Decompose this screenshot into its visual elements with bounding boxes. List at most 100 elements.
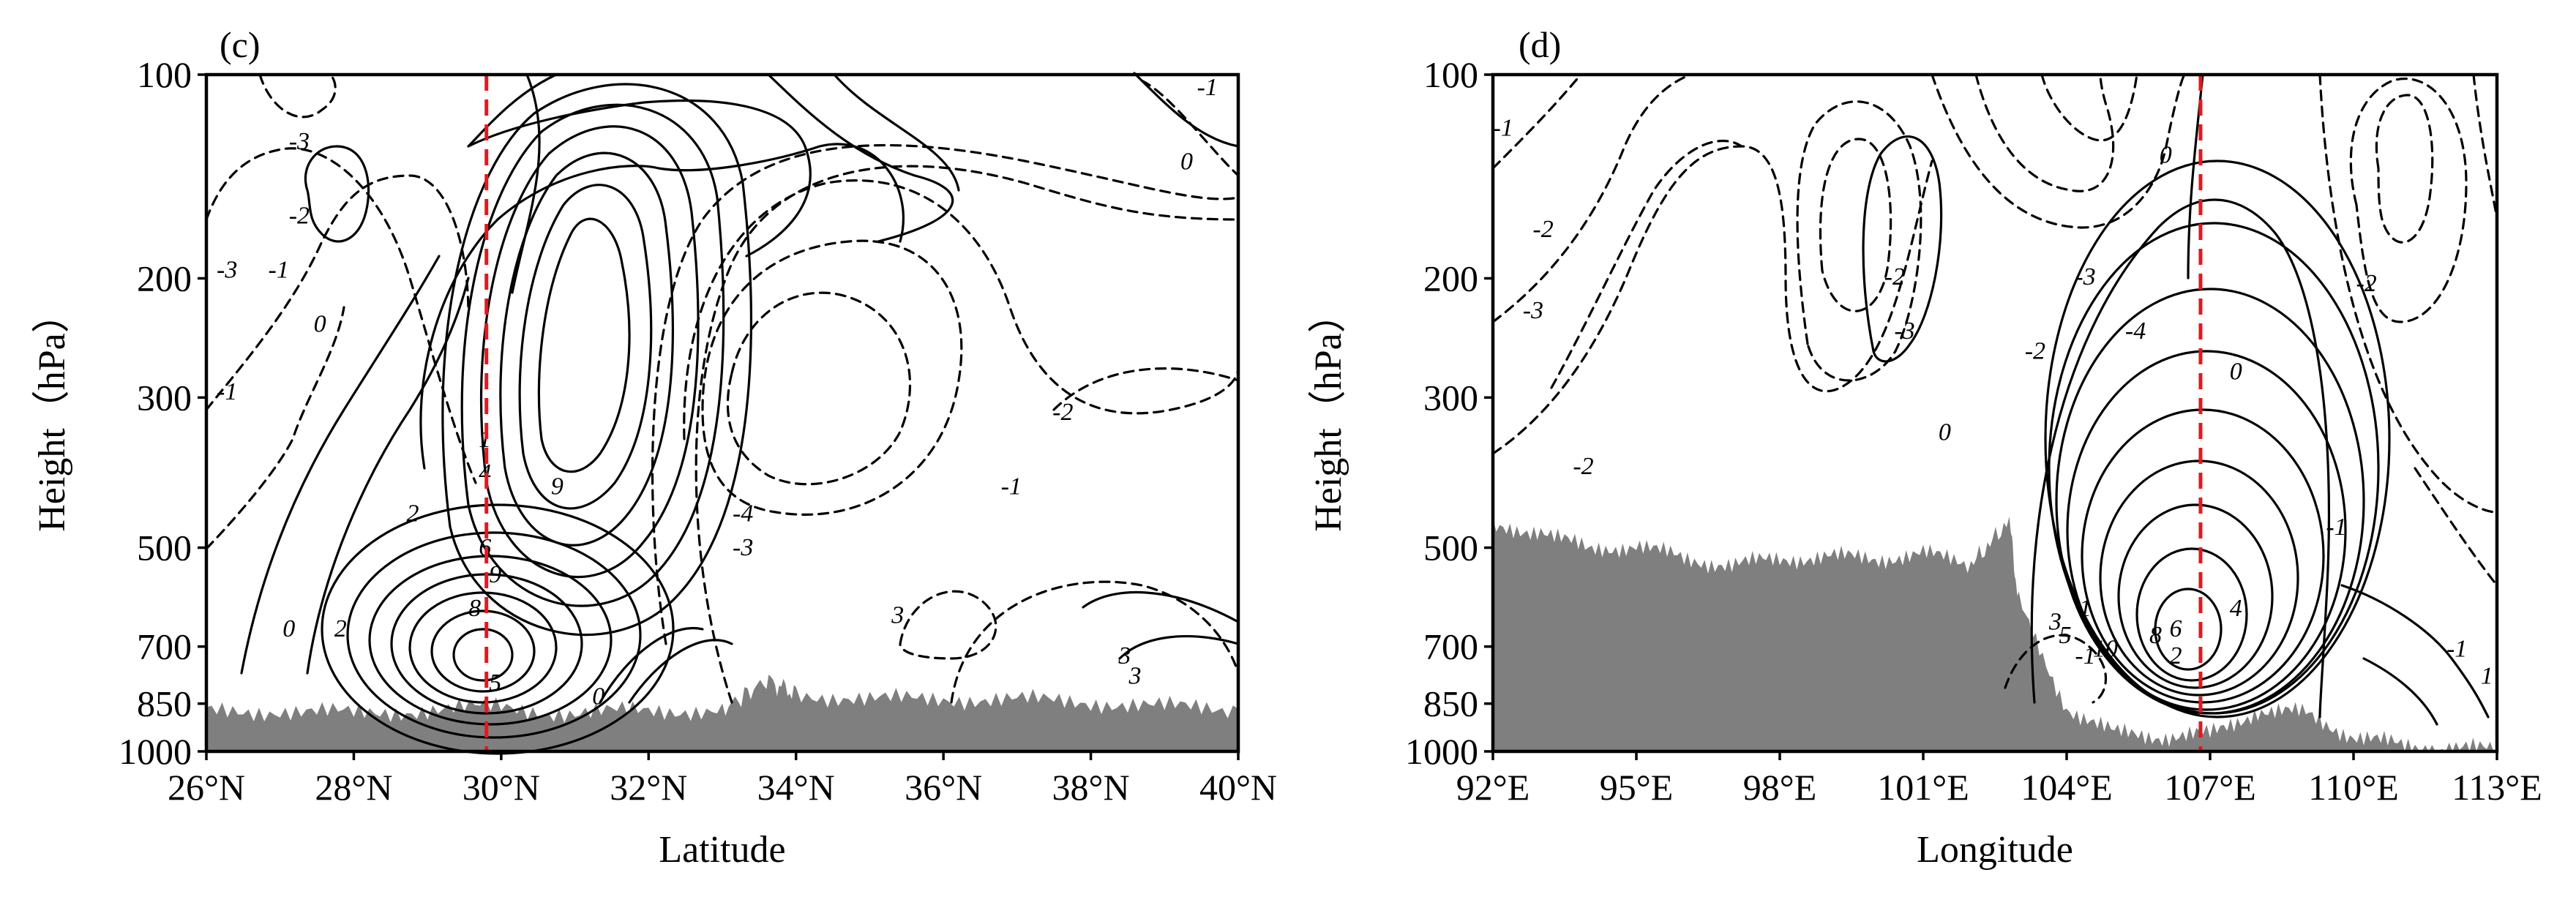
d-contour-neg xyxy=(2040,73,2138,142)
d-contour-neg xyxy=(1491,145,1933,455)
x-tick-label: 113°E xyxy=(2452,767,2542,808)
c-contour-neg xyxy=(950,580,1240,704)
c-contour-neg xyxy=(1052,367,1240,411)
x-tick-label: 34°N xyxy=(757,767,835,808)
panel-d-x-axis-label: Longitude xyxy=(1917,829,2073,871)
x-tick-label: 26°N xyxy=(168,767,245,808)
d-contour-neg xyxy=(1491,73,1692,323)
contour-label: 5 xyxy=(489,669,501,697)
d-contour-neg xyxy=(1550,139,1743,389)
c-contour-pos xyxy=(628,639,733,704)
d-contour-neg xyxy=(2318,73,2497,514)
x-tick-label: 107°E xyxy=(2164,767,2256,808)
contour-label: 1 xyxy=(2079,595,2092,622)
panel-c: (c) xyxy=(31,24,1277,871)
c-contour-pos xyxy=(511,73,541,294)
x-tick-label: 95°E xyxy=(1600,767,1674,808)
contour-label: -2 xyxy=(289,203,310,230)
c-contour-pos xyxy=(1133,72,1240,148)
panel-c-terrain xyxy=(206,675,1238,751)
c-contour-neg xyxy=(651,143,1240,645)
panel-d-y-ticks: 100 200 300 500 700 850 1000 xyxy=(1405,54,1493,772)
contour-label: 2 xyxy=(2169,642,2182,669)
y-tick-label: 300 xyxy=(1423,377,1478,418)
x-tick-label: 101°E xyxy=(1877,767,1969,808)
contour-label: 0 xyxy=(2230,358,2242,385)
c-contour-neg xyxy=(205,174,470,411)
contour-label: -3 xyxy=(733,534,753,561)
contour-label: 3 xyxy=(1117,642,1131,669)
x-tick-label: 32°N xyxy=(610,767,687,808)
panel-d-contours xyxy=(1491,73,2498,726)
contour-label: -2 xyxy=(1052,399,1073,426)
contour-label: -4 xyxy=(2125,318,2146,345)
contour-label: -3 xyxy=(289,128,310,155)
contour-label: 0 xyxy=(1180,149,1193,176)
c-contour-pos xyxy=(1082,590,1240,623)
d-contour-neg xyxy=(2375,94,2434,244)
contour-label: -1 xyxy=(2326,514,2346,541)
d-contour-core xyxy=(2044,159,2391,718)
contour-label: -1 xyxy=(2075,642,2095,669)
c-contour-neg xyxy=(899,590,997,660)
c-contour-neg xyxy=(205,147,477,484)
contour-label: 4 xyxy=(2230,595,2242,622)
d-contour-pos xyxy=(2030,198,2331,718)
panel-d-terrain xyxy=(1493,517,2497,751)
c-contour-neg xyxy=(258,73,337,119)
d-contour-neg xyxy=(1974,73,2115,192)
contour-label: 3 xyxy=(891,601,904,628)
x-tick-label: 36°N xyxy=(905,767,982,808)
contour-label: -2 xyxy=(1573,453,1593,480)
c-contour-neg xyxy=(694,165,1240,704)
panel-c-y-axis-label: Height（hPa） xyxy=(31,295,73,532)
c-contour-pos xyxy=(599,627,704,704)
x-tick-label: 110°E xyxy=(2308,767,2399,808)
c-contour-pos xyxy=(467,73,558,148)
contour-label: 0 xyxy=(314,311,326,338)
contour-label: -2 xyxy=(2025,338,2045,365)
d-contour-neg xyxy=(1931,73,2186,229)
y-tick-label: 100 xyxy=(1423,54,1478,95)
panel-c-x-axis-label: Latitude xyxy=(659,829,785,871)
panel-d-y-axis-label: Height（hPa） xyxy=(1308,295,1349,532)
x-tick-label: 40°N xyxy=(1199,767,1277,808)
c-contour-pos xyxy=(1118,634,1240,660)
contour-label: -1 xyxy=(217,378,237,405)
d-contour-pos xyxy=(2362,657,2438,726)
y-tick-label: 1000 xyxy=(119,731,192,772)
c-contour-neg xyxy=(726,291,912,486)
contour-label: 8 xyxy=(2149,622,2162,649)
c-contour-pos xyxy=(304,145,370,243)
d-contour-neg xyxy=(2004,634,2107,704)
c-contour-pos xyxy=(467,99,812,258)
contour-label: -1 xyxy=(269,257,289,284)
contour-label: -1 xyxy=(2446,636,2467,663)
terrain-fill xyxy=(1493,517,2497,751)
contour-label: -1 xyxy=(1001,473,1022,500)
contour-label: -2 xyxy=(2356,270,2376,297)
contour-label: 9 xyxy=(551,473,564,500)
d-contour-pos xyxy=(1862,135,1943,363)
contour-label: 3 xyxy=(1128,663,1142,690)
contour-label: 9 xyxy=(489,561,501,588)
contour-label: 6 xyxy=(2169,615,2182,642)
y-tick-label: 700 xyxy=(137,626,192,667)
panel-d-x-ticks: 92°E 95°E 98°E 101°E 104°E 107°E 110°E 113°E xyxy=(1456,751,2542,808)
contour-label: 0 xyxy=(2160,141,2172,168)
d-contour-neg xyxy=(1796,100,1922,382)
d-contour-pos xyxy=(2340,584,2490,718)
contour-label: 5 xyxy=(2059,622,2072,649)
c-contour-neg xyxy=(205,306,345,550)
c-contour-core-upper xyxy=(441,83,752,637)
y-tick-label: 500 xyxy=(1423,528,1478,568)
c-contour-neg xyxy=(683,179,1240,440)
d-contour-neg xyxy=(2414,467,2498,587)
terrain-fill xyxy=(206,675,1238,751)
y-tick-label: 700 xyxy=(1423,626,1478,667)
contour-label: 1 xyxy=(2481,663,2493,690)
contour-label: 2 xyxy=(407,500,419,528)
contour-label: -1 xyxy=(1197,74,1218,101)
